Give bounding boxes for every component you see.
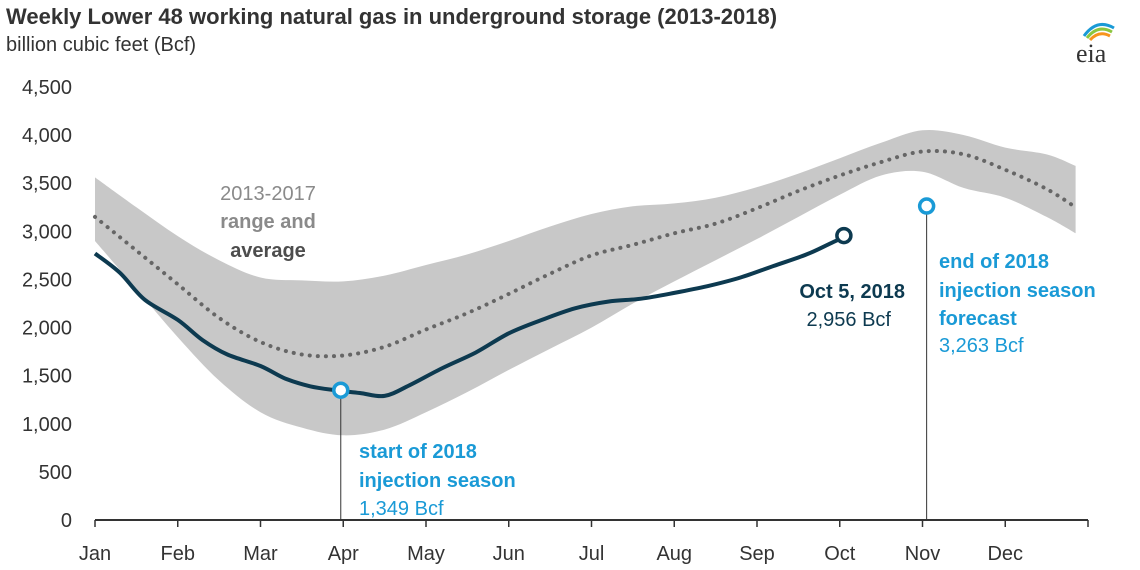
start-label-line2: injection season xyxy=(359,470,516,492)
x-tick-label: Sep xyxy=(739,543,775,565)
oct5-annotation: Oct 5, 2018 2,956 Bcf xyxy=(799,281,905,331)
point-start-2018 xyxy=(332,381,350,399)
highlight-points-group xyxy=(332,197,936,399)
range-band-group xyxy=(95,130,1076,436)
oct5-label-line2: 2,956 Bcf xyxy=(806,309,891,331)
range-label-line2: range and xyxy=(220,211,316,233)
start-label-line3: 1,349 Bcf xyxy=(359,498,444,520)
point-end-forecast xyxy=(917,197,936,215)
start-annotation: start of 2018 injection season 1,349 Bcf xyxy=(359,441,516,520)
y-tick-label: 3,000 xyxy=(22,221,72,243)
range-band-area xyxy=(95,130,1076,436)
point-oct5-2018 xyxy=(835,226,853,245)
eia-logo-text: eia xyxy=(1076,39,1107,68)
range-label-line1: 2013-2017 xyxy=(220,183,316,205)
y-tick-label: 4,500 xyxy=(22,77,72,99)
y-tick-label: 0 xyxy=(61,510,72,532)
chart-title: Weekly Lower 48 working natural gas in u… xyxy=(6,4,778,29)
average-line xyxy=(93,148,1078,359)
y-tick-label: 4,000 xyxy=(22,125,72,147)
end-label-line4: 3,263 Bcf xyxy=(939,335,1024,357)
end-label-line3: forecast xyxy=(939,308,1017,330)
x-tick-label: May xyxy=(407,543,445,565)
y-tick-label: 1,500 xyxy=(22,366,72,388)
sun-rays-icon xyxy=(1082,22,1115,42)
x-tick-label: Dec xyxy=(987,543,1023,565)
end-label-line2: injection season xyxy=(939,280,1096,302)
x-tick-label: Apr xyxy=(328,543,359,565)
x-tick-label: Aug xyxy=(656,543,692,565)
y-tick-label: 1,000 xyxy=(22,414,72,436)
x-tick-label: Jun xyxy=(493,543,525,565)
eia-logo: eia xyxy=(1076,22,1115,68)
oct5-label-line1: Oct 5, 2018 xyxy=(799,281,905,303)
chart-subtitle: billion cubic feet (Bcf) xyxy=(6,34,197,56)
x-tick-label: Mar xyxy=(243,543,278,565)
x-tick-label: Nov xyxy=(905,543,941,565)
start-label-line1: start of 2018 xyxy=(359,441,477,463)
series-2018-group xyxy=(93,233,849,399)
y-tick-label: 2,500 xyxy=(22,269,72,291)
average-line-group xyxy=(93,148,1078,359)
end-label-line1: end of 2018 xyxy=(939,251,1049,273)
x-tick-label: Jan xyxy=(79,543,111,565)
leader-lines-group xyxy=(340,214,928,520)
range-label-line3: average xyxy=(230,240,306,262)
series-2018-line xyxy=(93,233,849,399)
end-forecast-annotation: end of 2018 injection season forecast 3,… xyxy=(939,251,1096,357)
y-tick-label: 500 xyxy=(39,462,72,484)
x-tick-label: Oct xyxy=(824,543,856,565)
y-tick-label: 2,000 xyxy=(22,318,72,340)
x-tick-label: Feb xyxy=(161,543,195,565)
x-tick-label: Jul xyxy=(579,543,605,565)
range-average-annotation: 2013-2017 range and average xyxy=(220,183,316,262)
y-tick-label: 3,500 xyxy=(22,173,72,195)
axes-group: 0 500 1,000 1,500 2,000 2,500 3,000 3,500 4,000 4… xyxy=(22,77,1089,565)
